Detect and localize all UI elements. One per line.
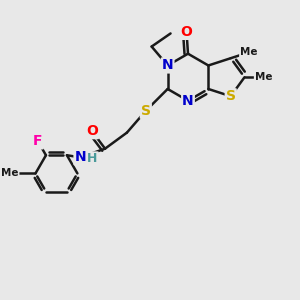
- Text: O: O: [181, 25, 193, 39]
- Text: S: S: [226, 89, 236, 103]
- Text: Me: Me: [255, 72, 272, 82]
- Text: Me: Me: [240, 47, 257, 57]
- Text: S: S: [141, 104, 151, 118]
- Text: N: N: [182, 94, 194, 108]
- Text: F: F: [33, 134, 43, 148]
- Text: N: N: [74, 150, 86, 164]
- Text: O: O: [86, 124, 98, 138]
- Text: H: H: [87, 152, 98, 165]
- Text: N: N: [162, 58, 173, 73]
- Text: Me: Me: [1, 168, 19, 178]
